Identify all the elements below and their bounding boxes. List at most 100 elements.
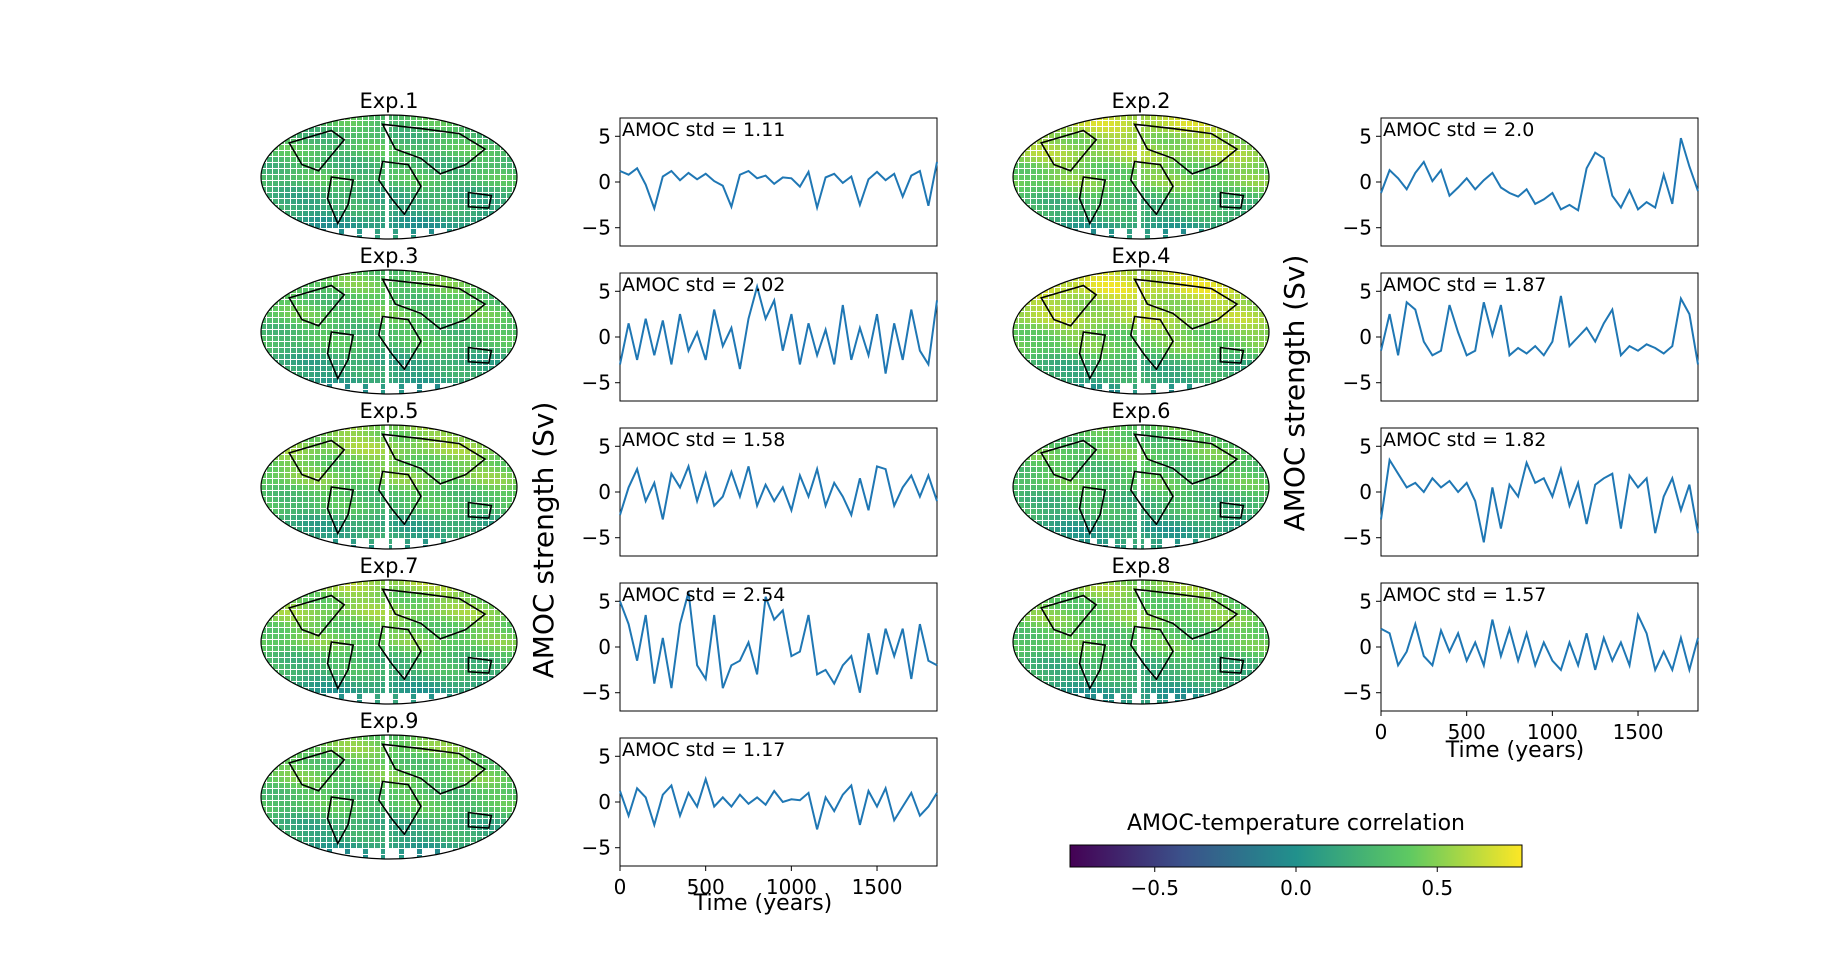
timeseries-axes: −5 0 5 AMOC std = 1.87 — [1343, 272, 1699, 402]
plot-frame — [619, 272, 938, 402]
amoc-std-annotation: AMOC std = 1.11 — [622, 119, 785, 141]
timeseries-axes: −5 0 5 AMOC std = 2.54 — [582, 582, 938, 712]
ylabel-right: AMOC strength (Sv) — [1278, 255, 1311, 532]
map-border — [260, 424, 518, 550]
plot-frame — [1380, 582, 1699, 712]
timeseries-axes: −5 0 5 AMOC std = 1.11 — [582, 117, 938, 247]
continent-outline — [467, 656, 493, 674]
experiment-panel: Exp.1 −5 0 5 AMOC std = 1.11 — [260, 89, 938, 247]
amoc-series-line — [619, 161, 938, 212]
map-title: Exp.8 — [1111, 554, 1170, 578]
continent-outline — [326, 331, 355, 381]
amoc-std-annotation: AMOC std = 1.82 — [1383, 429, 1546, 451]
colorbar-tick-label: −0.5 — [1130, 876, 1179, 900]
continent-outline — [1133, 588, 1239, 640]
plot-frame — [619, 582, 938, 712]
map-title: Exp.4 — [1111, 244, 1170, 268]
continent-outline — [1129, 315, 1174, 371]
ytick-label: −5 — [582, 681, 611, 705]
ytick-label: −5 — [582, 836, 611, 860]
continent-outline — [1133, 433, 1239, 485]
map-border — [260, 114, 518, 240]
continent-outline — [287, 439, 346, 482]
map-border — [1012, 269, 1270, 395]
continent-outline — [381, 278, 487, 330]
colorbar: AMOC-temperature correlation −0.5 0.0 0.5 — [1069, 811, 1523, 900]
amoc-series-line — [619, 282, 938, 374]
plot-frame — [619, 117, 938, 247]
map-border — [260, 579, 518, 705]
experiment-panel: Exp.7 −5 0 5 AMOC std = 2.54 — [260, 554, 938, 712]
continent-outline — [1219, 656, 1245, 674]
colorbar-tick-label: 0.0 — [1280, 876, 1312, 900]
amoc-std-annotation: AMOC std = 2.0 — [1383, 119, 1534, 141]
amoc-series-line — [1380, 137, 1699, 212]
continent-outline — [381, 123, 487, 175]
continent-outline — [1133, 123, 1239, 175]
continent-outline — [377, 625, 422, 681]
ytick-label: −5 — [582, 526, 611, 550]
timeseries-axes: −5 0 5 AMOC std = 2.0 — [1343, 117, 1699, 247]
ytick-label: 0 — [1359, 170, 1372, 194]
continent-outline — [467, 811, 493, 829]
amoc-std-annotation: AMOC std = 1.58 — [622, 429, 785, 451]
ytick-label: 0 — [598, 790, 611, 814]
ytick-label: 5 — [598, 124, 611, 148]
continent-outline — [326, 176, 355, 226]
continent-outline — [377, 780, 422, 836]
map-title: Exp.7 — [359, 554, 418, 578]
amoc-series-line — [619, 463, 938, 520]
timeseries-axes: −5 0 5 AMOC std = 1.82 — [1343, 427, 1699, 557]
amoc-std-annotation: AMOC std = 2.54 — [622, 584, 785, 606]
map-title: Exp.9 — [359, 709, 418, 733]
continent-outline — [1039, 284, 1098, 327]
map-title: Exp.3 — [359, 244, 418, 268]
timeseries-axes: −5 0 5 AMOC std = 1.58 — [582, 427, 938, 557]
continent-outline — [377, 315, 422, 371]
ytick-label: 0 — [1359, 325, 1372, 349]
ytick-label: 5 — [1359, 124, 1372, 148]
amoc-series-line — [619, 591, 938, 693]
amoc-series-line — [1380, 457, 1699, 543]
ytick-label: 0 — [1359, 480, 1372, 504]
continent-outline — [377, 470, 422, 526]
colorbar-gradient — [1069, 844, 1523, 868]
ytick-label: −5 — [1343, 371, 1372, 395]
correlation-map — [1013, 115, 1269, 239]
experiment-panel: Exp.5 −5 0 5 AMOC std = 1.58 — [260, 399, 938, 557]
ytick-label: 0 — [598, 480, 611, 504]
colorbar-label: AMOC-temperature correlation — [1127, 811, 1465, 836]
continent-outline — [1219, 501, 1245, 519]
ytick-label: 5 — [1359, 589, 1372, 613]
map-border — [1012, 579, 1270, 705]
correlation-map — [261, 425, 517, 549]
ytick-label: 0 — [1359, 635, 1372, 659]
map-title: Exp.6 — [1111, 399, 1170, 423]
experiment-panel: Exp.4 −5 0 5 AMOC std = 1.87 — [1012, 244, 1699, 402]
ylabel-left: AMOC strength (Sv) — [527, 402, 560, 679]
continent-outline — [1078, 331, 1107, 381]
continent-outline — [1129, 470, 1174, 526]
correlation-map — [261, 270, 517, 394]
continent-outline — [1133, 278, 1239, 330]
timeseries-axes: −505 AMOC std = 1.170 500 1000 1500 — [582, 737, 938, 899]
xtick-label: 1500 — [1613, 720, 1664, 744]
map-title: Exp.1 — [359, 89, 418, 113]
continent-outline — [467, 191, 493, 209]
ytick-label: 5 — [598, 279, 611, 303]
continent-outline — [381, 588, 487, 640]
continent-outline — [381, 433, 487, 485]
correlation-map — [1013, 425, 1269, 549]
continent-outline — [287, 284, 346, 327]
continent-outline — [1129, 625, 1174, 681]
ytick-label: −5 — [1343, 681, 1372, 705]
plot-frame — [1380, 427, 1699, 557]
amoc-std-annotation: AMOC std = 1.17 — [622, 739, 785, 761]
plot-frame — [619, 427, 938, 557]
continent-outline — [1078, 176, 1107, 226]
amoc-series-line — [1380, 611, 1699, 674]
ytick-label: 5 — [598, 744, 611, 768]
plot-frame — [619, 737, 938, 867]
amoc-std-annotation: AMOC std = 1.57 — [1383, 584, 1546, 606]
continent-outline — [326, 486, 355, 536]
